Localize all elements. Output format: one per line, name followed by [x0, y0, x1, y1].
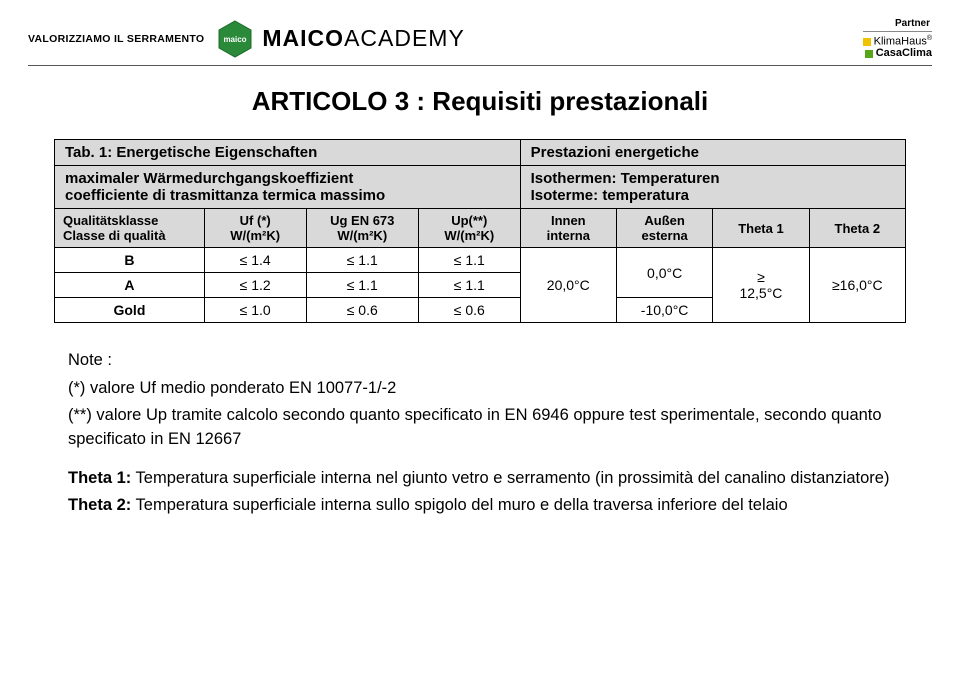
col1: Uf (*) W/(m²K): [204, 209, 306, 248]
col5-l2: esterna: [623, 228, 706, 243]
col7: Theta 2: [809, 209, 905, 248]
aussen1: 0,0°C: [616, 248, 712, 298]
col0-l1: Qualitätsklasse: [63, 213, 198, 228]
row-b: B ≤ 1.4 ≤ 1.1 ≤ 1.1 20,0°C 0,0°C ≥ 12,5°…: [55, 248, 906, 273]
col3-l1: Up(**): [425, 213, 514, 228]
brand-light: ACADEMY: [344, 25, 465, 51]
group2-l1: Isothermen: Temperaturen: [531, 170, 720, 187]
svg-text:maico: maico: [224, 35, 247, 44]
cls-g: Gold: [55, 298, 205, 323]
casaclima: CasaClima: [876, 47, 932, 59]
tagline: VALORIZZIAMO IL SERRAMENTO: [28, 33, 204, 45]
theta1-l1: ≥: [757, 269, 765, 285]
partner-box: Partner KlimaHaus® CasaClima: [863, 18, 932, 59]
theta1: ≥ 12,5°C: [713, 248, 809, 323]
header-left: VALORIZZIAMO IL SERRAMENTO maico MAICOAC…: [28, 20, 465, 58]
notes: Note : (*) valore Uf medio ponderato EN …: [68, 349, 892, 518]
ug-b: ≤ 1.1: [306, 248, 418, 273]
page-title: ARTICOLO 3 : Requisiti prestazionali: [28, 86, 932, 117]
col4-l1: Innen: [527, 213, 610, 228]
klimahaus-row: KlimaHaus®: [863, 35, 932, 47]
table-wrapper: Tab. 1: Energetische Eigenschaften Prest…: [54, 139, 906, 323]
theta2-text: Temperatura superficiale interna sullo s…: [131, 496, 787, 514]
col2-l1: Ug EN 673: [313, 213, 412, 228]
theta2-label: Theta 2:: [68, 496, 131, 514]
notes-intro: Note :: [68, 349, 892, 372]
col6: Theta 1: [713, 209, 809, 248]
brand-row: maico MAICOACADEMY: [218, 20, 464, 58]
group1-l2: coefficiente di trasmittanza termica mas…: [65, 187, 385, 204]
casaclima-row: CasaClima: [863, 47, 932, 59]
maico-logo-icon: maico: [218, 20, 252, 58]
col2: Ug EN 673 W/(m²K): [306, 209, 418, 248]
theta1-label: Theta 1:: [68, 469, 131, 487]
ug-a: ≤ 1.1: [306, 273, 418, 298]
caption-right: Prestazioni energetiche: [520, 140, 905, 166]
note-uf: (*) valore Uf medio ponderato EN 10077-1…: [68, 377, 892, 400]
colhead-row: Qualitätsklasse Classe di qualità Uf (*)…: [55, 209, 906, 248]
square-green-icon: [865, 50, 873, 58]
ug-g: ≤ 0.6: [306, 298, 418, 323]
note-theta1: Theta 1: Temperatura superficiale intern…: [68, 467, 892, 490]
uf-a: ≤ 1.2: [204, 273, 306, 298]
col5: Außen esterna: [616, 209, 712, 248]
group-row: maximaler Wärmedurchgangskoeffizient coe…: [55, 166, 906, 209]
group2: Isothermen: Temperaturen Isoterme: tempe…: [520, 166, 905, 209]
note-up: (**) valore Up tramite calcolo secondo q…: [68, 404, 892, 451]
theta2: ≥16,0°C: [809, 248, 905, 323]
col4: Innen interna: [520, 209, 616, 248]
up-a: ≤ 1.1: [418, 273, 520, 298]
cls-b: B: [55, 248, 205, 273]
partner-label: Partner: [863, 18, 932, 29]
aussen2: -10,0°C: [616, 298, 712, 323]
square-yellow-icon: [863, 38, 871, 46]
klimahaus: KlimaHaus: [874, 35, 927, 47]
theta1-text: Temperatura superficiale interna nel giu…: [131, 469, 889, 487]
up-g: ≤ 0.6: [418, 298, 520, 323]
energy-table: Tab. 1: Energetische Eigenschaften Prest…: [54, 139, 906, 323]
col3-l2: W/(m²K): [425, 228, 514, 243]
group2-l2: Isoterme: temperatura: [531, 187, 689, 204]
theta1-l2: 12,5°C: [739, 285, 782, 301]
brand-bold: MAICO: [262, 25, 344, 51]
col1-l1: Uf (*): [211, 213, 300, 228]
col5-l1: Außen: [623, 213, 706, 228]
up-b: ≤ 1.1: [418, 248, 520, 273]
group1: maximaler Wärmedurchgangskoeffizient coe…: [55, 166, 521, 209]
caption-left: Tab. 1: Energetische Eigenschaften: [55, 140, 521, 166]
col0: Qualitätsklasse Classe di qualità: [55, 209, 205, 248]
page-header: VALORIZZIAMO IL SERRAMENTO maico MAICOAC…: [28, 18, 932, 66]
col1-l2: W/(m²K): [211, 228, 300, 243]
partner-lines: KlimaHaus® CasaClima: [863, 31, 932, 59]
uf-g: ≤ 1.0: [204, 298, 306, 323]
caption-row: Tab. 1: Energetische Eigenschaften Prest…: [55, 140, 906, 166]
col2-l2: W/(m²K): [313, 228, 412, 243]
col0-l2: Classe di qualità: [63, 228, 198, 243]
col4-l2: interna: [527, 228, 610, 243]
brand-text: MAICOACADEMY: [262, 25, 464, 52]
note-theta2: Theta 2: Temperatura superficiale intern…: [68, 494, 892, 517]
group1-l1: maximaler Wärmedurchgangskoeffizient: [65, 170, 353, 187]
uf-b: ≤ 1.4: [204, 248, 306, 273]
innen: 20,0°C: [520, 248, 616, 323]
col3: Up(**) W/(m²K): [418, 209, 520, 248]
cls-a: A: [55, 273, 205, 298]
